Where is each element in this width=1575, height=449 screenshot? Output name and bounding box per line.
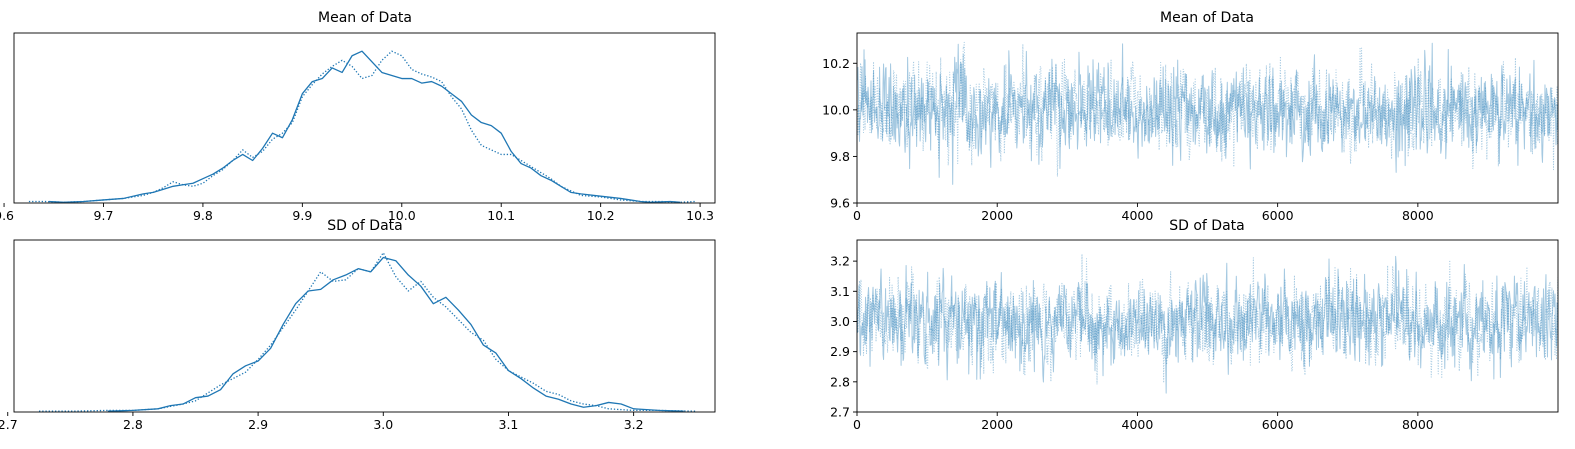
series-line-chain-0 [857, 255, 1558, 394]
x-tick-label: 2000 [981, 208, 1013, 223]
sd-trace-panel: 0 2000 4000 6000 8000 2.7 2.8 2.9 3.0 3.1 3.2 SD of… [830, 218, 1559, 432]
x-tick-label: 2000 [981, 417, 1013, 432]
x-tick-label: 6000 [1262, 417, 1294, 432]
series-line-chain-0 [857, 42, 1558, 185]
y-tick-label: 10.0 [822, 102, 850, 117]
x-tick-label: 2.8 [123, 417, 143, 432]
x-tick-label: 9.7 [94, 208, 114, 223]
panel-title: Mean of Data [1160, 10, 1254, 26]
plot-area [857, 41, 1558, 185]
x-tick-label: 4000 [1122, 208, 1154, 223]
x-tick-label: 9.6 [0, 208, 14, 223]
axes-frame [856, 239, 1559, 413]
x-tick-label: 2.7 [0, 417, 18, 432]
plot-area [39, 252, 697, 412]
x-tick-label: 0 [853, 208, 861, 223]
x-tick-label: 4000 [1122, 417, 1154, 432]
y-tick-label: 3.1 [830, 284, 850, 299]
y-tick-label: 9.8 [830, 149, 850, 164]
x-tick-label: 9.8 [193, 208, 213, 223]
y-tick-label: 2.8 [830, 374, 850, 389]
panel-title: SD of Data [327, 218, 403, 234]
panel-title: Mean of Data [318, 10, 412, 26]
series-line-chain-1 [857, 41, 1558, 178]
x-tick-label: 10.0 [388, 208, 416, 223]
mean-density-panel: 9.6 9.7 9.8 9.9 10.0 10.1 10.2 10.3 Mean of Data [0, 10, 716, 223]
y-tick-label: 3.2 [830, 254, 850, 269]
x-tick-label: 10.3 [686, 208, 714, 223]
x-tick-label: 3.0 [373, 417, 393, 432]
series-line-chain-1 [28, 50, 696, 203]
x-tick-label: 3.2 [624, 417, 644, 432]
y-tick-label: 2.7 [830, 405, 850, 420]
sd-density-panel: 2.7 2.8 2.9 3.0 3.1 3.2 SD of Data [0, 218, 716, 432]
mean-trace-panel: 0 2000 4000 6000 8000 9.6 9.8 10.0 10.2 Mean of D… [822, 10, 1559, 223]
series-line-chain-0 [107, 256, 684, 412]
x-tick-label: 8000 [1402, 417, 1434, 432]
axes-frame [13, 239, 716, 413]
y-tick-label: 10.2 [822, 56, 850, 71]
x-tick-label: 10.2 [587, 208, 615, 223]
x-tick-label: 6000 [1262, 208, 1294, 223]
x-tick-label: 2.9 [248, 417, 268, 432]
x-tick-label: 9.9 [292, 208, 312, 223]
panel-title: SD of Data [1169, 218, 1245, 234]
y-tick-label: 2.9 [830, 344, 850, 359]
plot-area [857, 253, 1558, 394]
series-line-chain-1 [857, 253, 1558, 385]
plot-area [28, 50, 696, 203]
x-tick-label: 3.1 [499, 417, 519, 432]
axes-frame [13, 32, 716, 204]
y-tick-label: 9.6 [830, 196, 850, 211]
series-line-chain-0 [48, 50, 681, 203]
x-tick-label: 8000 [1402, 208, 1434, 223]
x-tick-label: 10.1 [487, 208, 515, 223]
x-tick-label: 0 [853, 417, 861, 432]
y-tick-label: 3.0 [830, 314, 850, 329]
axes-frame [856, 32, 1559, 204]
